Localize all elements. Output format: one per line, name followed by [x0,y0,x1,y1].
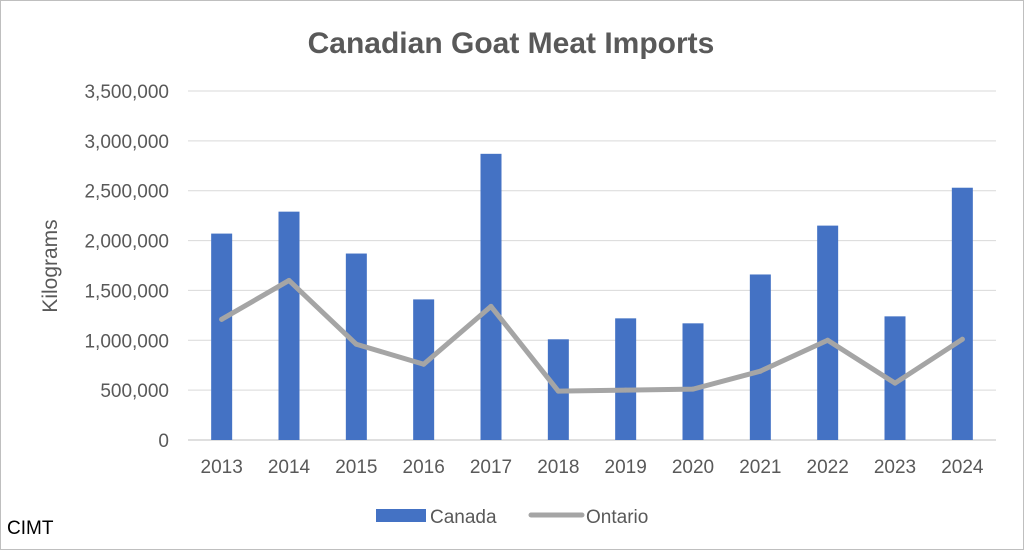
y-tick-label: 0 [158,431,169,452]
canada-bar [211,233,233,440]
gridlines [188,90,996,441]
x-axis-ticks: 2013 2014 2015 2016 2017 2018 2019 2020 2021 2022… [201,457,984,478]
ontario-point [757,368,763,374]
ontario-line-series [219,277,965,394]
x-tick-label: 2022 [807,457,849,478]
ontario-point [286,277,292,283]
x-tick-label: 2015 [335,457,377,478]
y-axis-ticks: 0 500,000 1,000,000 1,500,000 2,000,000 2,500… [84,82,169,452]
chart-title: Canadian Goat Meat Imports [308,27,715,60]
x-tick-label: 2023 [874,457,916,478]
x-tick-label: 2024 [941,457,984,478]
legend-canada-swatch [376,509,426,522]
canada-bar [817,225,839,440]
source-label: CIMT [7,518,54,539]
y-tick-label: 500,000 [100,381,169,402]
x-tick-label: 2018 [537,457,579,478]
canada-bar [615,318,637,440]
canada-bar [413,299,435,440]
x-tick-label: 2017 [470,457,512,478]
y-tick-label: 2,500,000 [84,182,169,203]
ontario-point [488,303,494,309]
y-tick-label: 1,500,000 [84,281,169,302]
ontario-line [219,277,965,394]
canada-bar [884,316,906,440]
ontario-point [690,386,696,392]
legend-ontario-label: Ontario [586,507,648,528]
canada-bar [951,187,973,440]
y-tick-label: 3,500,000 [84,82,169,103]
ontario-point [421,361,427,367]
x-tick-label: 2020 [672,457,714,478]
ontario-point [892,380,898,386]
x-tick-label: 2019 [605,457,647,478]
canada-bar [749,274,771,440]
y-axis-title: Kilograms [39,219,62,312]
legend-canada-label: Canada [430,507,497,528]
canada-bars [211,153,973,440]
x-tick-label: 2021 [739,457,781,478]
y-tick-label: 1,000,000 [84,331,169,352]
y-tick-label: 3,000,000 [84,132,169,153]
ontario-point [555,388,561,394]
x-tick-label: 2014 [268,457,311,478]
canada-bar [682,323,704,440]
x-tick-label: 2016 [403,457,445,478]
ontario-point [353,341,359,347]
ontario-point [219,316,225,322]
canada-bar [278,211,300,440]
ontario-point [959,336,965,342]
legend: Canada Ontario [376,507,648,528]
x-tick-label: 2013 [201,457,243,478]
ontario-point [825,337,831,343]
y-tick-label: 2,000,000 [84,232,169,253]
canada-bar [480,153,502,440]
ontario-point [623,387,629,393]
